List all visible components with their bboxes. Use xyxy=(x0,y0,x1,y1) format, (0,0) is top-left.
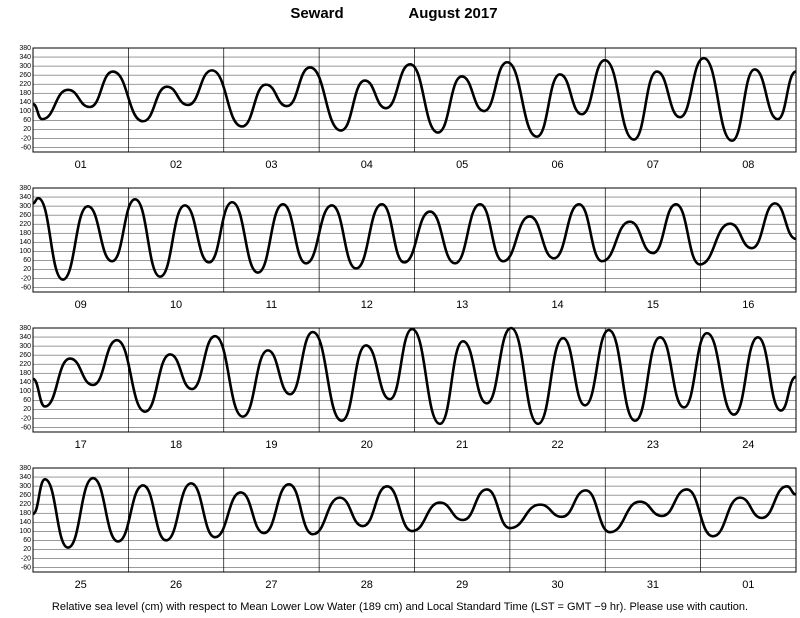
footnote: Relative sea level (cm) with respect to … xyxy=(52,601,748,613)
y-tick-label: 100 xyxy=(19,248,31,255)
y-tick-label: 260 xyxy=(19,72,31,79)
x-tick-label: 15 xyxy=(647,299,659,311)
y-tick-label: 260 xyxy=(19,212,31,219)
x-tick-label: 04 xyxy=(361,159,373,171)
x-tick-label: 12 xyxy=(361,299,373,311)
x-tick-label: 17 xyxy=(75,439,87,451)
y-tick-label: 300 xyxy=(19,203,31,210)
x-tick-label: 19 xyxy=(265,439,277,451)
y-tick-label: 380 xyxy=(19,45,31,52)
x-tick-label: 05 xyxy=(456,159,468,171)
x-tick-label: 16 xyxy=(742,299,754,311)
x-tick-label: 21 xyxy=(456,439,468,451)
y-tick-label: 100 xyxy=(19,528,31,535)
x-tick-label: 29 xyxy=(456,579,468,591)
y-tick-label: 380 xyxy=(19,325,31,332)
y-tick-label: 20 xyxy=(23,126,31,133)
x-tick-label: 14 xyxy=(551,299,563,311)
x-tick-label: 28 xyxy=(361,579,373,591)
y-tick-label: 380 xyxy=(19,185,31,192)
y-tick-label: 60 xyxy=(23,257,31,264)
y-tick-label: 340 xyxy=(19,194,31,201)
y-tick-label: 60 xyxy=(23,537,31,544)
y-tick-label: 340 xyxy=(19,334,31,341)
y-tick-label: -60 xyxy=(21,564,31,571)
chart-title: Seward xyxy=(290,5,343,22)
x-tick-label: 31 xyxy=(647,579,659,591)
y-tick-label: 380 xyxy=(19,465,31,472)
x-tick-label: 18 xyxy=(170,439,182,451)
x-tick-label: 25 xyxy=(75,579,87,591)
y-tick-label: 340 xyxy=(19,474,31,481)
y-tick-label: 60 xyxy=(23,397,31,404)
x-tick-label: 13 xyxy=(456,299,468,311)
x-tick-label: 22 xyxy=(551,439,563,451)
tide-curve xyxy=(32,56,797,142)
plot-frame xyxy=(32,467,797,573)
tide-curve xyxy=(32,196,797,281)
y-tick-label: -20 xyxy=(21,415,31,422)
x-tick-label: 08 xyxy=(742,159,754,171)
x-tick-label: 07 xyxy=(647,159,659,171)
tide-curve xyxy=(32,476,797,549)
x-tick-label: 26 xyxy=(170,579,182,591)
y-tick-label: 20 xyxy=(23,406,31,413)
y-tick-label: -20 xyxy=(21,275,31,282)
x-tick-label: 03 xyxy=(265,159,277,171)
y-tick-label: 140 xyxy=(19,239,31,246)
x-tick-label: 11 xyxy=(266,299,277,311)
y-tick-label: -60 xyxy=(21,284,31,291)
y-tick-label: 180 xyxy=(19,510,31,517)
y-tick-label: -20 xyxy=(21,135,31,142)
y-tick-label: -60 xyxy=(21,144,31,151)
y-tick-label: 260 xyxy=(19,492,31,499)
plot-frame xyxy=(32,47,797,153)
y-tick-label: 20 xyxy=(23,546,31,553)
x-tick-label: 20 xyxy=(361,439,373,451)
y-tick-label: 300 xyxy=(19,483,31,490)
y-tick-label: 260 xyxy=(19,352,31,359)
y-tick-label: 20 xyxy=(23,266,31,273)
y-tick-label: 140 xyxy=(19,379,31,386)
y-tick-label: 100 xyxy=(19,388,31,395)
x-tick-label: 23 xyxy=(647,439,659,451)
y-tick-label: 220 xyxy=(19,361,31,368)
x-tick-label: 01 xyxy=(742,579,754,591)
y-tick-label: 140 xyxy=(19,99,31,106)
y-tick-label: 60 xyxy=(23,117,31,124)
y-tick-label: -20 xyxy=(21,555,31,562)
x-tick-label: 01 xyxy=(75,159,87,171)
y-tick-label: 180 xyxy=(19,90,31,97)
x-tick-label: 10 xyxy=(170,299,182,311)
x-tick-label: 09 xyxy=(75,299,87,311)
y-tick-label: 300 xyxy=(19,343,31,350)
y-tick-label: 180 xyxy=(19,370,31,377)
y-tick-label: 300 xyxy=(19,63,31,70)
y-tick-label: 220 xyxy=(19,81,31,88)
y-tick-label: 180 xyxy=(19,230,31,237)
y-tick-label: 100 xyxy=(19,108,31,115)
x-tick-label: 30 xyxy=(551,579,563,591)
x-tick-label: 27 xyxy=(265,579,277,591)
y-tick-label: -60 xyxy=(21,424,31,431)
y-tick-label: 220 xyxy=(19,501,31,508)
x-tick-label: 24 xyxy=(742,439,754,451)
x-tick-label: 06 xyxy=(551,159,563,171)
y-tick-label: 340 xyxy=(19,54,31,61)
tide-curve xyxy=(32,326,797,426)
chart-subtitle: August 2017 xyxy=(408,5,497,22)
y-tick-label: 220 xyxy=(19,221,31,228)
y-tick-label: 140 xyxy=(19,519,31,526)
x-tick-label: 02 xyxy=(170,159,182,171)
